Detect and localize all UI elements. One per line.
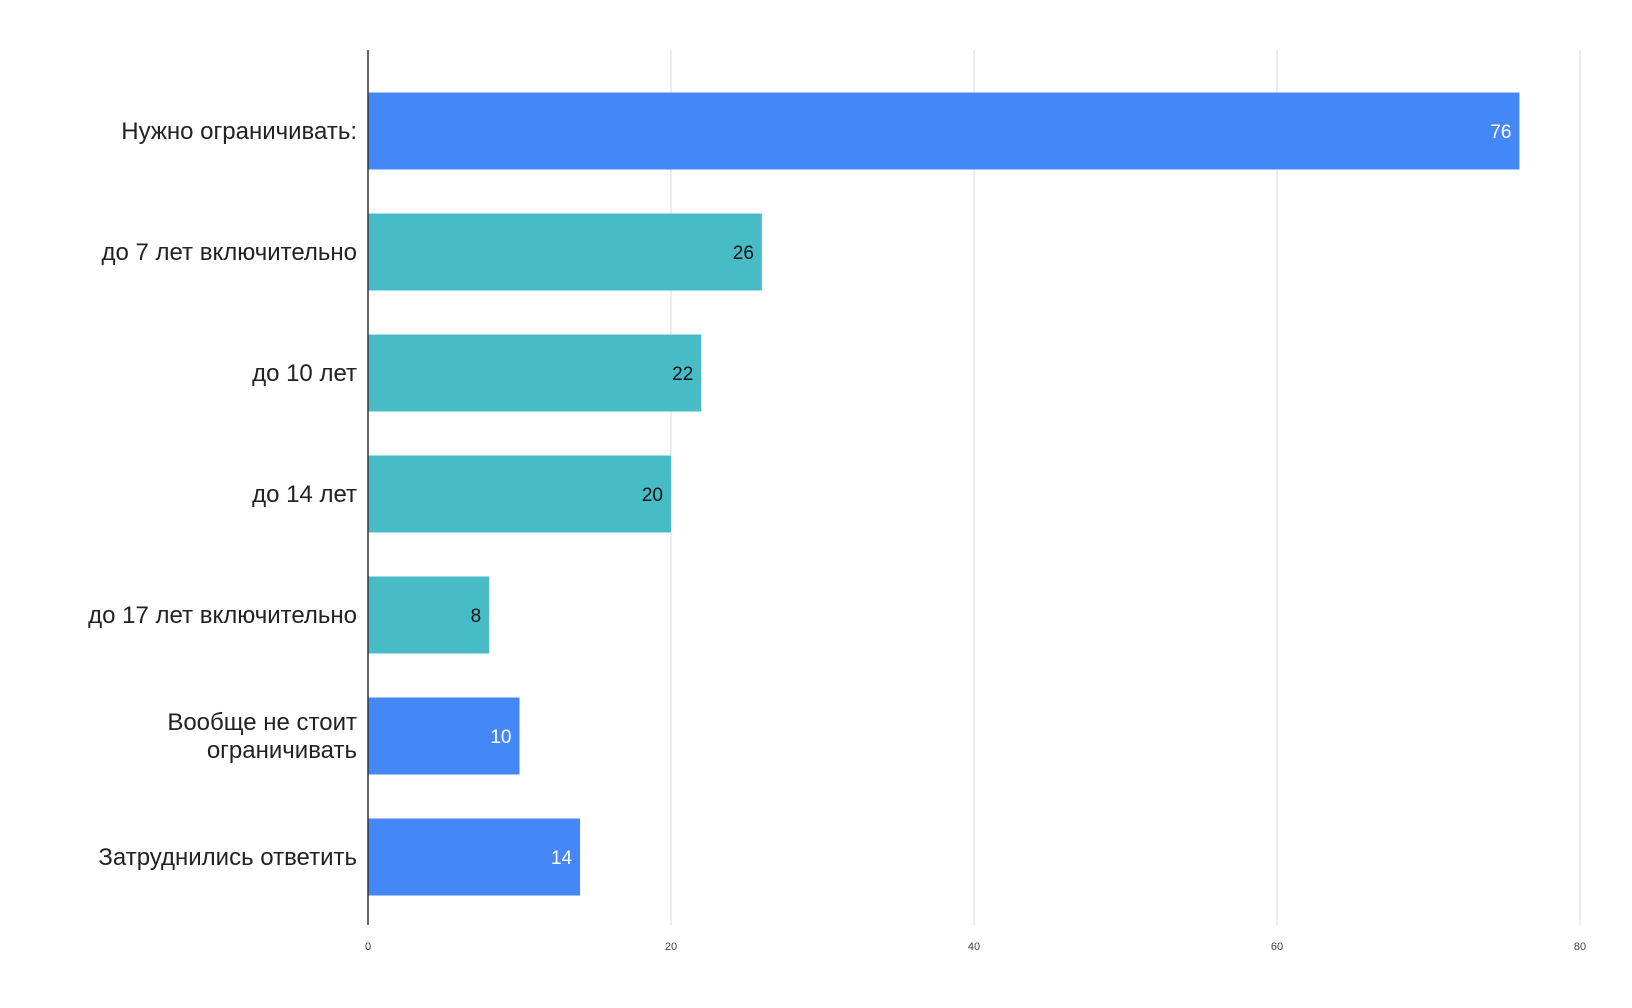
data-label: 26 (733, 243, 754, 264)
bar (368, 92, 1520, 170)
x-tick-label: 60 (1271, 941, 1283, 953)
data-label: 20 (642, 485, 663, 506)
bar (368, 334, 702, 412)
data-label: 10 (490, 727, 511, 748)
grid-lines (670, 50, 1581, 925)
category-label: Затруднились ответить (98, 844, 357, 871)
data-label: 8 (471, 606, 482, 627)
category-label: до 7 лет включительно (101, 239, 357, 266)
category-label: Нужно ограничивать: (121, 118, 357, 145)
x-tick-label: 80 (1574, 941, 1586, 953)
bar (368, 697, 520, 775)
bar (368, 455, 671, 533)
bar (368, 213, 762, 291)
x-tick-label: 40 (968, 941, 980, 953)
data-label: 14 (551, 848, 573, 869)
category-label: до 10 лет (252, 360, 357, 387)
labels: 0 20 40 60 80 76 Нужно ограничивать: 26 до 7 лет… (88, 118, 1586, 953)
data-label: 76 (1490, 122, 1511, 143)
bar (368, 576, 490, 654)
category-label: Вообще не стоит ограничивать (167, 709, 357, 764)
category-label: до 17 лет включительно (88, 602, 357, 629)
data-label: 22 (672, 364, 693, 385)
x-tick-label: 0 (365, 941, 371, 953)
bar (368, 818, 581, 896)
bars (368, 92, 1520, 896)
category-label: до 14 лет (252, 481, 357, 508)
x-tick-label: 20 (665, 941, 677, 953)
